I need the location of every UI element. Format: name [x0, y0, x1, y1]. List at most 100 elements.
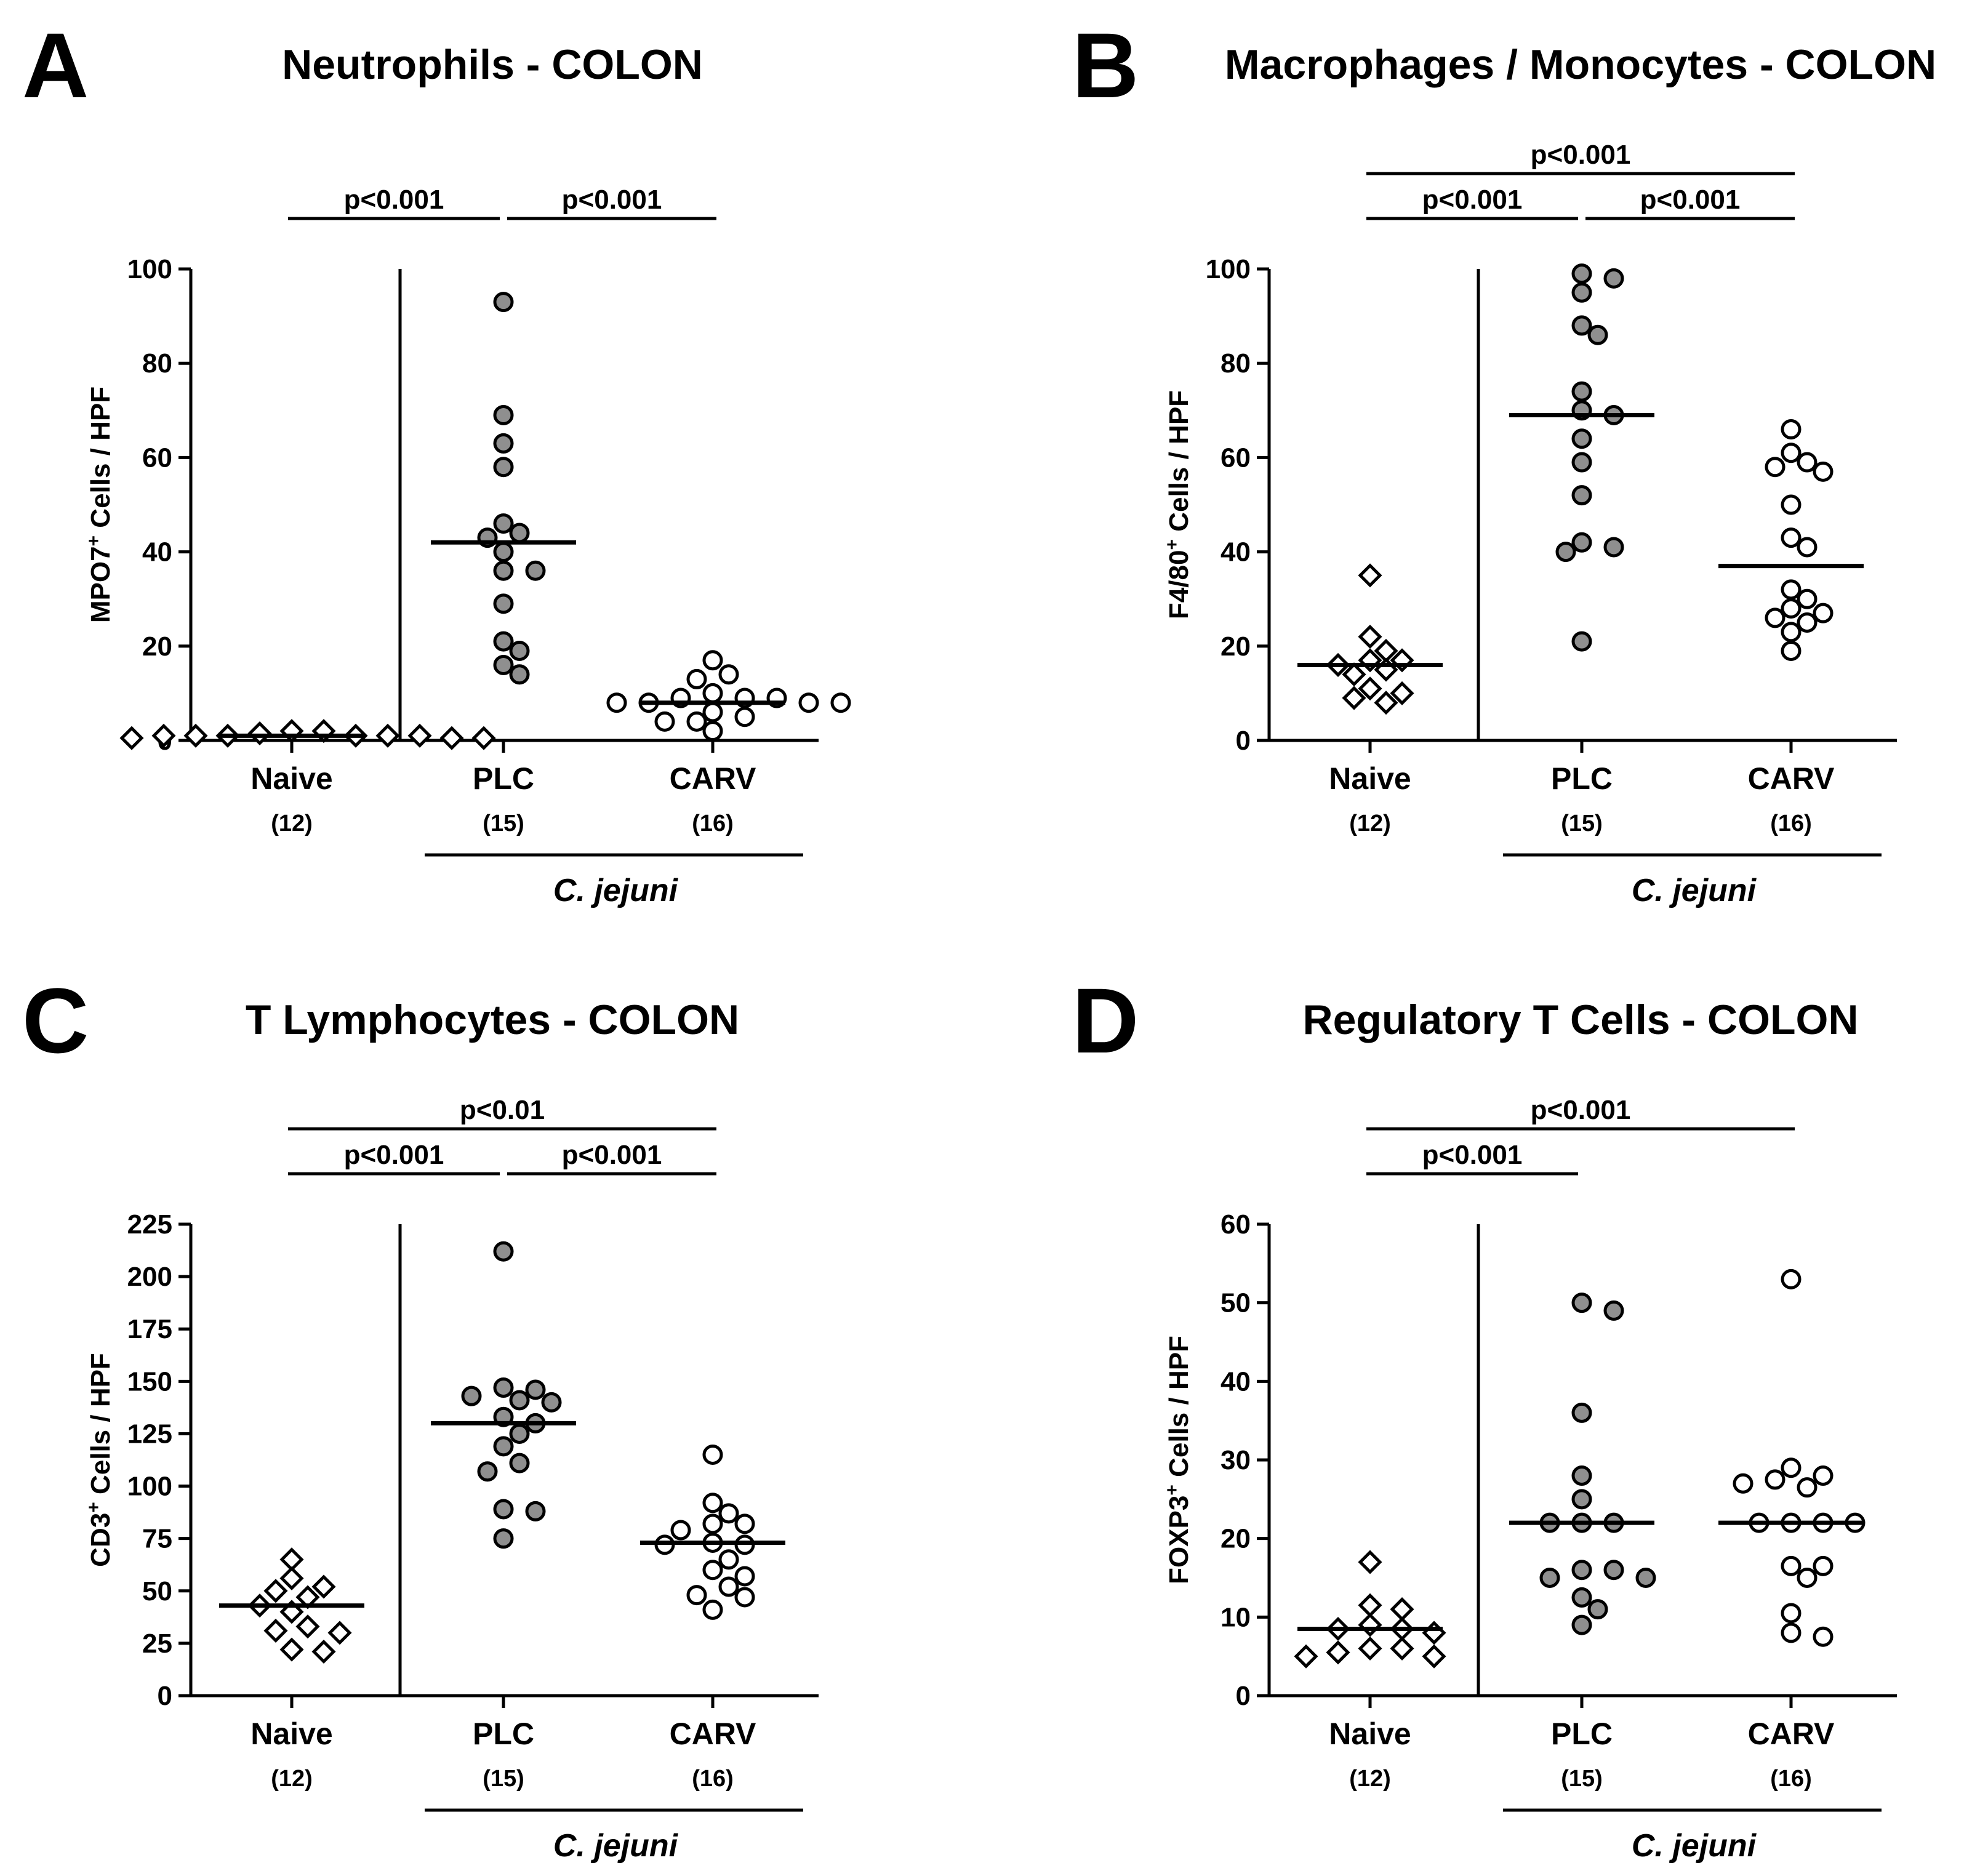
data-point-open	[1781, 598, 1802, 619]
data-point-filled	[1571, 1560, 1592, 1581]
y-tick-label: 225	[127, 1209, 172, 1240]
y-tick-label: 20	[1220, 631, 1251, 662]
category-label: PLC	[473, 1717, 534, 1751]
y-tick-label: 60	[1220, 443, 1251, 473]
group-label: C. jejuni	[1632, 1828, 1757, 1864]
data-point-open	[718, 1576, 739, 1597]
panel-b: B Macrophages / Monocytes - COLON 0 20 40 60 8…	[1072, 14, 1936, 908]
data-point-filled	[493, 433, 514, 454]
data-point-open	[734, 707, 755, 728]
data-point-filled	[1539, 1568, 1560, 1588]
data-point-open	[702, 1444, 723, 1465]
data-point-open	[1813, 1465, 1834, 1486]
n-label: (12)	[1349, 811, 1391, 836]
y-tick-label: 100	[1206, 254, 1251, 284]
category-label: CARV	[1748, 761, 1835, 796]
y-tick-label: 0	[1236, 1681, 1251, 1711]
data-point-open	[1797, 1568, 1818, 1588]
data-point-open	[1813, 603, 1834, 623]
data-point-filled	[493, 457, 514, 478]
data-point-filled	[509, 523, 530, 543]
y-axis-label: F4/80+​ Cells / HPF	[1162, 390, 1194, 619]
significance-label: p<0.001	[1531, 1095, 1631, 1125]
data-point-filled	[525, 1379, 546, 1400]
data-point-open	[734, 1587, 755, 1608]
data-point-open	[1781, 579, 1802, 600]
data-point-filled	[525, 560, 546, 581]
data-point-filled	[1603, 1560, 1624, 1581]
significance-label: p<0.001	[344, 1140, 444, 1170]
data-point-open	[1813, 1626, 1834, 1647]
data-point-open	[654, 711, 675, 732]
data-point-filled	[525, 1501, 546, 1521]
data-point-filled	[493, 654, 514, 675]
data-point-diamond	[327, 1621, 352, 1645]
data-point-diamond	[279, 1566, 304, 1590]
data-point-open	[1781, 1555, 1802, 1576]
data-point-open	[1797, 612, 1818, 633]
data-point-diamond	[279, 1637, 304, 1662]
data-point-filled	[1587, 1599, 1608, 1620]
data-point-open	[830, 692, 851, 713]
y-tick-label: 75	[142, 1524, 172, 1554]
data-point-open	[718, 664, 739, 685]
n-label: (12)	[1349, 1766, 1391, 1792]
data-point-diamond	[1358, 1636, 1382, 1661]
category-label: Naive	[1329, 761, 1411, 796]
data-point-filled	[461, 1385, 482, 1406]
data-point-filled	[509, 1423, 530, 1444]
category-label: PLC	[1551, 761, 1613, 796]
data-point-filled	[1603, 1300, 1624, 1321]
y-axis-label: CD3+​ Cells / HPF	[84, 1353, 116, 1567]
data-point-open	[702, 721, 723, 742]
category-label: CARV	[670, 1717, 756, 1751]
data-point-filled	[1571, 1614, 1592, 1635]
data-point-diamond	[183, 723, 208, 748]
panel-letter: A	[22, 14, 89, 117]
data-point-filled	[1571, 631, 1592, 652]
data-point-diamond	[263, 1618, 288, 1643]
data-point-open	[702, 702, 723, 723]
significance-label: p<0.001	[1422, 185, 1523, 215]
data-point-filled	[1571, 1489, 1592, 1510]
data-point-filled	[493, 1377, 514, 1398]
data-point-filled	[493, 404, 514, 425]
n-label: (15)	[1561, 811, 1603, 836]
data-point-diamond	[311, 719, 336, 744]
panel-letter: C	[22, 969, 89, 1072]
y-tick-label: 10	[1220, 1602, 1251, 1632]
y-tick-label: 60	[142, 443, 172, 473]
data-point-diamond	[1422, 1644, 1446, 1669]
data-point-diamond	[1358, 624, 1382, 649]
y-tick-label: 60	[1220, 1209, 1251, 1240]
y-tick-label: 80	[142, 348, 172, 379]
data-point-open	[1733, 1473, 1754, 1494]
data-point-open	[734, 1566, 755, 1587]
data-point-diamond	[439, 726, 464, 750]
data-point-filled	[1571, 263, 1592, 284]
data-point-open	[686, 668, 707, 689]
data-point-filled	[493, 542, 514, 563]
data-point-diamond	[1422, 1621, 1446, 1645]
data-point-diamond	[1326, 1640, 1350, 1665]
data-point-diamond	[295, 1614, 320, 1639]
y-tick-label: 80	[1220, 348, 1251, 379]
data-point-open	[1765, 1469, 1786, 1490]
y-tick-label: 40	[1220, 1366, 1251, 1397]
panel-letter: D	[1072, 969, 1139, 1072]
data-point-diamond	[151, 723, 176, 748]
data-point-open	[718, 1549, 739, 1570]
data-point-open	[606, 692, 627, 713]
data-point-diamond	[1342, 662, 1366, 687]
data-point-open	[686, 1585, 707, 1606]
n-label: (15)	[483, 811, 524, 836]
data-point-filled	[493, 593, 514, 614]
data-point-filled	[541, 1392, 562, 1413]
data-point-filled	[1571, 452, 1592, 473]
y-axis-label: FOXP3+​ Cells / HPF	[1162, 1336, 1194, 1584]
data-point-filled	[1571, 485, 1592, 506]
category-label: PLC	[473, 761, 534, 796]
data-point-open	[1781, 622, 1802, 643]
data-point-open	[798, 692, 819, 713]
